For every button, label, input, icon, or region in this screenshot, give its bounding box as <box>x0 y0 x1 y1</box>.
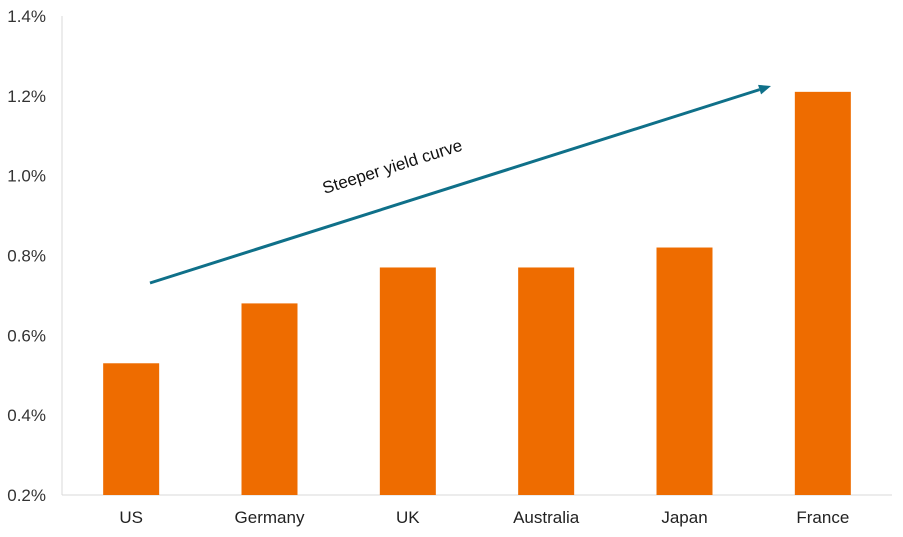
bars <box>103 91 851 495</box>
bar-france <box>794 91 851 495</box>
bar-australia <box>518 267 575 495</box>
y-tick-label: 1.2% <box>7 87 46 106</box>
annotation-label: Steeper yield curve <box>320 136 464 198</box>
y-tick-label: 0.4% <box>7 406 46 425</box>
bar-uk <box>379 267 436 495</box>
trend-arrow-head <box>758 84 771 95</box>
y-tick-label: 0.2% <box>7 486 46 505</box>
bar-japan <box>656 247 713 495</box>
bar-germany <box>241 303 298 495</box>
trend-arrow-line <box>149 88 761 285</box>
x-category-label: UK <box>396 508 420 527</box>
x-category-label: Japan <box>661 508 707 527</box>
x-category-label: US <box>119 508 143 527</box>
y-tick-label: 0.8% <box>7 247 46 266</box>
y-tick-label: 1.0% <box>7 167 46 186</box>
bar-us <box>103 363 160 495</box>
x-category-label: Germany <box>235 508 305 527</box>
y-tick-label: 0.6% <box>7 326 46 345</box>
x-category-label: France <box>796 508 849 527</box>
x-axis: US Germany UK Australia Japan France <box>62 494 892 527</box>
y-tick-label: 1.4% <box>7 7 46 26</box>
x-category-label: Australia <box>513 508 580 527</box>
y-axis: 0.2% 0.4% 0.6% 0.8% 1.0% 1.2% 1.4% <box>7 7 63 505</box>
